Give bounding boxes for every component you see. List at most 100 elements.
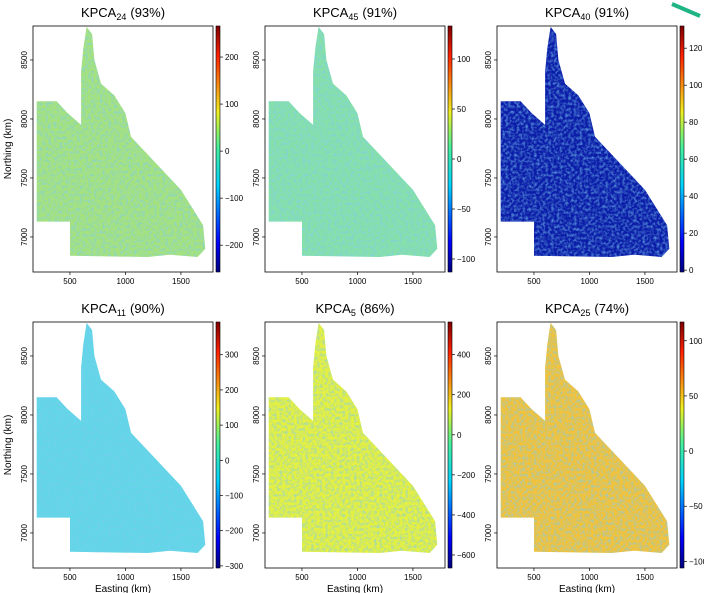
y-axis-label: Northing (km) (3, 415, 14, 476)
colorbar-tick-label: 120 (689, 44, 703, 53)
x-tick-label: 500 (63, 277, 77, 286)
colorbar-tick-label: 50 (689, 392, 698, 401)
title-subscript: 45 (348, 12, 358, 22)
x-axis-label: Easting (km) (559, 584, 615, 593)
colorbar-tick-label: −100 (457, 255, 476, 264)
title-suffix: (91%) (594, 5, 629, 20)
y-tick-label: 8000 (252, 110, 261, 128)
colorbar-tick-label: 200 (225, 386, 239, 395)
map-panel: KPCA5 (86%) 500 1000 1500 7000 7500 8000 8500 Eas… (252, 301, 476, 593)
colorbar (447, 321, 453, 569)
x-axis-label: Easting (km) (95, 584, 151, 593)
y-tick-label: 8000 (484, 110, 493, 128)
map-texture (500, 26, 670, 258)
map-texture (36, 26, 206, 258)
map-texture (500, 322, 670, 553)
title-name: KPCA (81, 301, 117, 316)
colorbar-tick-label: 60 (689, 155, 698, 164)
colorbar-tick-label: 0 (457, 431, 462, 440)
plot-frame (32, 321, 214, 569)
x-tick-label: 1500 (404, 277, 422, 286)
y-tick-label: 7000 (20, 228, 29, 246)
y-tick-label: 7000 (484, 524, 493, 542)
title-name: KPCA (313, 5, 349, 20)
plot-frame (32, 25, 214, 273)
y-tick-label: 8000 (484, 406, 493, 424)
map-texture (268, 26, 438, 258)
colorbar-tick-label: −200 (457, 471, 476, 480)
colorbar-tick-label: 200 (457, 391, 471, 400)
title-subscript: 5 (351, 308, 356, 318)
colorbar-tick-label: 100 (225, 421, 239, 430)
x-tick-label: 500 (295, 573, 309, 582)
map-panel: KPCA25 (74%)500 1000 15007000750080008500Ea… (484, 301, 704, 593)
title-subscript: 24 (116, 12, 126, 22)
colorbar-tick-label: −100 (689, 557, 704, 566)
colorbar (215, 25, 221, 273)
panel-title: KPCA24 (93%) (81, 5, 165, 22)
colorbar-tick-label: −200 (225, 241, 244, 250)
y-tick-label: 8500 (20, 51, 29, 69)
y-tick-label: 7000 (252, 524, 261, 542)
x-tick-label: 1500 (172, 277, 190, 286)
title-suffix: (91%) (362, 5, 397, 20)
y-tick-label: 7000 (252, 228, 261, 246)
colorbar-tick-label: 100 (689, 337, 703, 346)
colorbar (679, 25, 685, 273)
colorbar-tick-label: 400 (457, 351, 471, 360)
plot-frame (496, 25, 678, 273)
colorbar-tick-label: 200 (225, 53, 239, 62)
x-tick-label: 1000 (117, 573, 135, 582)
map-panel: KPCA11 (90%)500 1000 15007000750080008500No… (3, 301, 244, 593)
colorbar-tick-label: 100 (689, 81, 703, 90)
title-subscript: 25 (580, 308, 590, 318)
y-tick-label: 7500 (20, 465, 29, 483)
title-name: KPCA (315, 301, 351, 316)
x-tick-label: 1000 (581, 573, 599, 582)
x-tick-label: 1500 (172, 573, 190, 582)
plot-frame (496, 321, 678, 569)
colorbar-tick-label: 0 (689, 266, 694, 275)
x-tick-label: 1500 (636, 277, 654, 286)
y-tick-label: 7000 (20, 524, 29, 542)
colorbar-tick-label: −300 (225, 562, 244, 571)
y-tick-label: 8000 (20, 110, 29, 128)
colorbar-tick-label: 100 (457, 55, 471, 64)
colorbar-tick-label: −600 (457, 551, 476, 560)
map-texture (268, 322, 438, 553)
colorbar-tick-label: 0 (689, 447, 694, 456)
x-axis-label: Easting (km) (327, 584, 383, 593)
title-suffix: (86%) (360, 301, 395, 316)
x-tick-label: 1500 (636, 573, 654, 582)
y-tick-label: 8000 (20, 406, 29, 424)
colorbar-tick-label: 40 (689, 192, 698, 201)
plot-frame (264, 25, 446, 273)
map-panel: KPCA45 (91%)500 1000 15007000750080008500−1… (252, 5, 476, 286)
x-tick-label: 1000 (349, 573, 367, 582)
colorbar-tick-label: 50 (457, 105, 466, 114)
y-tick-label: 7500 (484, 465, 493, 483)
colorbar-tick-label: 300 (225, 351, 239, 360)
colorbar-tick-label: −100 (225, 194, 244, 203)
plot-frame (264, 321, 446, 569)
colorbar-tick-label: 0 (225, 456, 230, 465)
map-panel: KPCA24 (93%)500 1000 15007000750080008500No… (3, 5, 244, 286)
panel-title: KPCA40 (91%) (545, 5, 629, 22)
colorbar-tick-label: −50 (457, 205, 471, 214)
title-suffix: (90%) (130, 301, 165, 316)
y-tick-label: 8500 (484, 51, 493, 69)
corner-mark (671, 2, 701, 18)
title-suffix: (74%) (594, 301, 629, 316)
y-tick-label: 7500 (252, 465, 261, 483)
title-name: KPCA (81, 5, 117, 20)
colorbar-tick-label: 0 (225, 147, 230, 156)
colorbar (215, 321, 221, 569)
colorbar-tick-label: −100 (225, 492, 244, 501)
x-tick-label: 500 (295, 277, 309, 286)
x-tick-label: 1000 (581, 277, 599, 286)
y-tick-label: 7500 (484, 169, 493, 187)
colorbar-tick-label: −400 (457, 511, 476, 520)
panel-title: KPCA5 (86%) (315, 301, 394, 318)
y-tick-label: 7500 (20, 169, 29, 187)
